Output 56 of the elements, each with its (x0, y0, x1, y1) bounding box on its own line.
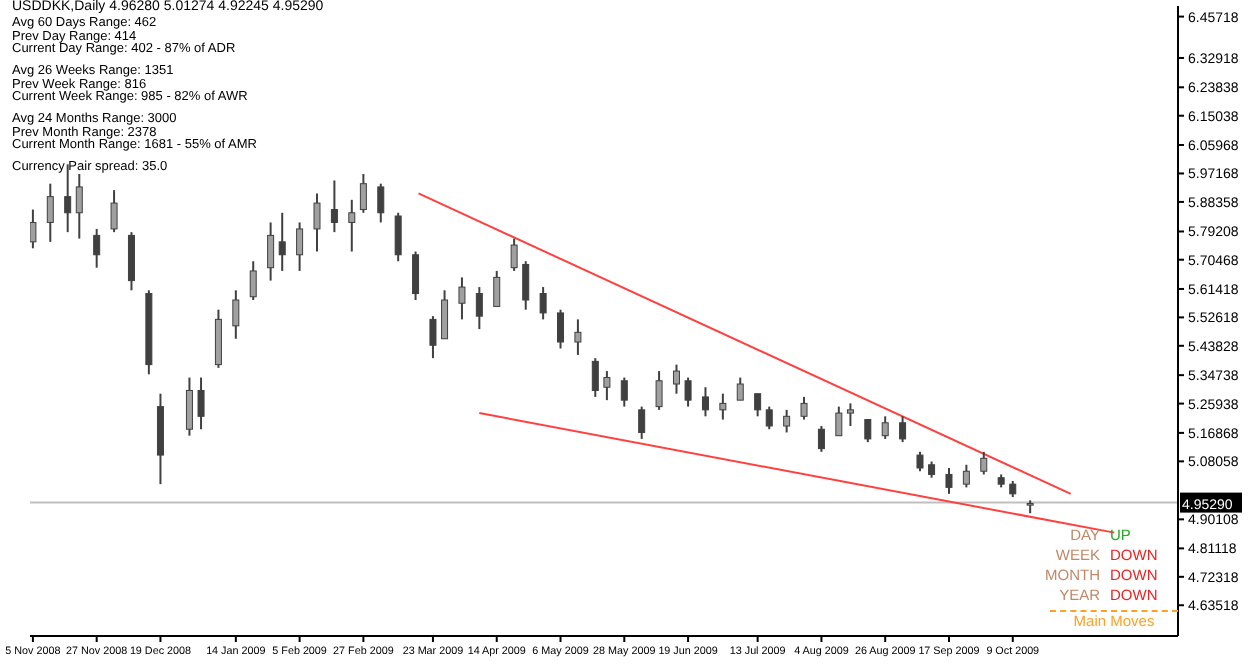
candlestick (348, 198, 356, 253)
candlestick (296, 221, 304, 272)
candlestick (916, 450, 924, 473)
candlestick (817, 425, 825, 453)
candlestick (736, 376, 744, 402)
candlestick (313, 192, 321, 253)
candlestick (394, 211, 402, 263)
candlestick (881, 415, 889, 440)
candlestick (620, 376, 628, 408)
candlestick (441, 289, 449, 340)
candlestick (638, 405, 646, 440)
candlestick (574, 318, 582, 356)
candlestick (701, 386, 709, 418)
candlestick (267, 221, 275, 282)
candlestick (510, 237, 518, 272)
candlestick (765, 405, 773, 431)
candlestick (75, 173, 83, 240)
candlestick (475, 286, 483, 331)
candlestick (899, 415, 907, 444)
candlestick (846, 402, 854, 427)
candlestick (359, 173, 367, 214)
candlestick (603, 370, 611, 402)
candlestick (719, 392, 727, 421)
candlestick (249, 260, 257, 301)
candlestick (864, 418, 872, 444)
candlestick (539, 286, 547, 321)
candlestick (278, 211, 286, 272)
candlestick (980, 450, 988, 476)
candlestick (110, 189, 118, 234)
candlestick (93, 227, 101, 269)
candlestick (672, 363, 680, 395)
candlestick (377, 182, 385, 224)
candlestick (412, 250, 420, 301)
candlestick (655, 370, 663, 411)
candlestick (46, 182, 54, 243)
candlestick (684, 376, 692, 408)
candlestick (591, 357, 599, 398)
candlestick (232, 289, 240, 340)
candlestick (458, 276, 466, 321)
candlestick (127, 231, 135, 292)
candlestick (962, 463, 970, 489)
candlestick (429, 315, 437, 360)
candlestick (835, 405, 843, 437)
candlestick (64, 163, 72, 234)
candlestick (522, 260, 530, 311)
candlestick (330, 179, 338, 234)
candlestick (185, 376, 193, 437)
candlestick (493, 269, 501, 308)
candlestick (197, 376, 205, 431)
candlestick (30, 208, 37, 250)
candlestick (214, 308, 222, 369)
candlestick (783, 408, 791, 434)
candlestick (945, 467, 953, 495)
candlestick (557, 308, 565, 350)
candlestick (754, 392, 762, 418)
candlestick (800, 395, 808, 421)
